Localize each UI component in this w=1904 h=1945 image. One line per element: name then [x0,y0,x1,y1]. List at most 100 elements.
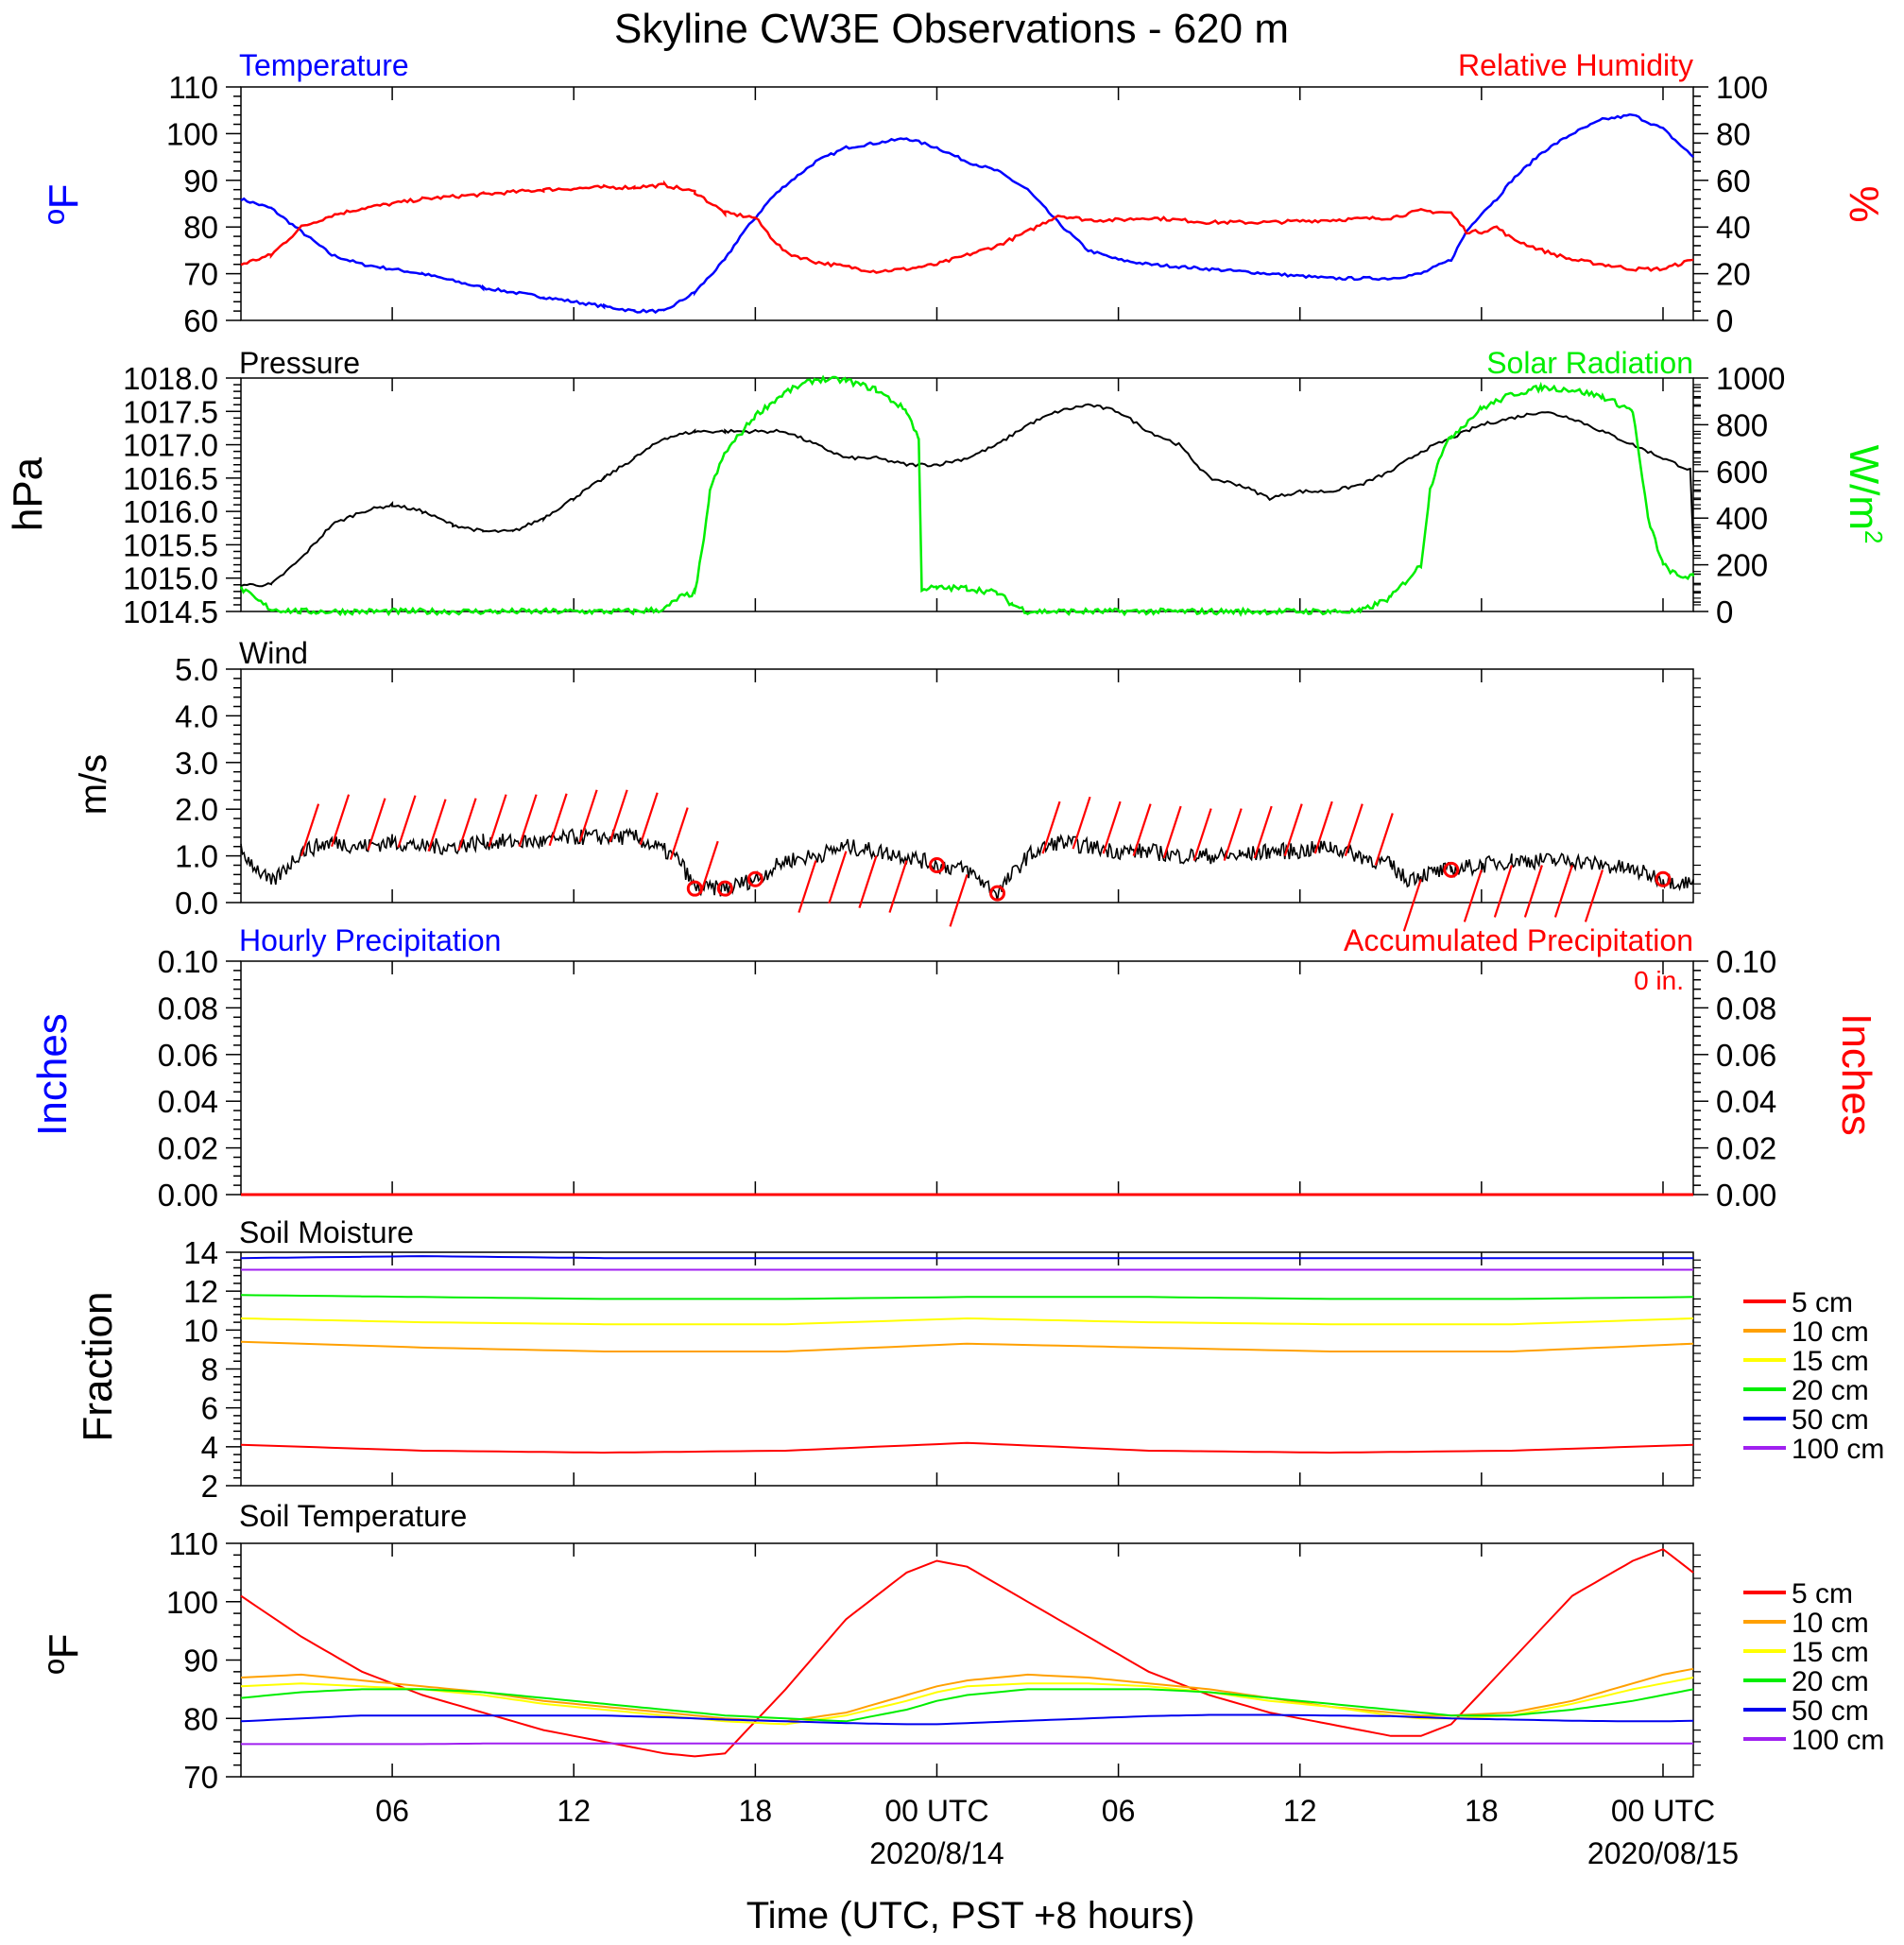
y-tick-label: 0.06 [1716,1038,1776,1073]
y-tick-label: 4 [201,1430,218,1465]
soil-moisture-line [240,1255,1693,1260]
soil-temperature-line [240,1548,1694,1758]
pressure-title: Pressure [239,346,360,380]
wind-barb [331,794,351,848]
y-tick-label: 0 [1716,594,1733,629]
soil-temperature-line [240,1677,1694,1726]
y-tick-label: 0.02 [158,1131,218,1166]
y-tick-label: 110 [168,1526,218,1561]
y-tick-label: 0 [1716,303,1733,338]
y-tick-label: 100 [1716,70,1768,105]
y-tick-label: 1016.0 [123,494,218,529]
legend-label: 15 cm [1792,1346,1869,1377]
panel-frame [240,960,1694,1196]
time-axis-title: Time (UTC, PST +8 hours) [746,1895,1195,1936]
calm-wind-marker [928,856,945,873]
wind-barb [300,803,320,856]
legend-label: 5 cm [1792,1578,1853,1609]
humidity-axis-label: % [1841,185,1887,222]
y-tick-label: 10 [183,1313,218,1348]
y-tick-label: 2.0 [175,792,218,827]
soil-moisture-line [240,1294,1694,1300]
solar-title: Solar Radiation [1486,346,1693,380]
y-tick-label: 80 [1716,116,1751,151]
wind-barb [828,851,848,904]
wind-barb [1192,808,1212,861]
wind-barb [1344,803,1364,856]
hourly-precip-axis-label: Inches [29,1013,76,1136]
y-tick-label: 80 [183,1701,218,1736]
solar-axis-label: W/m2 [1841,445,1888,544]
panel-frame [240,668,1694,904]
wind-barb [609,789,628,843]
y-tick-label: 6 [201,1391,218,1426]
y-tick-label: 600 [1716,455,1768,490]
legend-label: 50 cm [1792,1695,1869,1727]
wind-barb [1253,805,1273,859]
y-tick-label: 0.04 [1716,1084,1776,1119]
y-tick-label: 70 [183,1760,218,1795]
wind-barb [639,792,659,846]
wind-barb [1132,803,1152,856]
y-tick-label: 0.08 [1716,990,1776,1025]
x-tick-label: 12 [1283,1794,1317,1828]
y-tick-label: 20 [1716,257,1751,292]
legend-label: 50 cm [1792,1404,1869,1436]
panel-frame [240,86,1694,321]
time-axis: 06 12 18 00 UTC 06 12 18 00 UTC 2020/8/14 2020/08… [375,1794,1739,1870]
wind-barb [367,798,386,852]
y-tick-label: 12 [183,1274,218,1309]
y-tick-label: 100 [166,1585,218,1620]
x-tick-label: 06 [375,1794,409,1828]
wind-barb [1102,800,1122,854]
calm-wind-marker [1655,870,1672,887]
soil-temperature-series [240,1548,1694,1758]
pressure-solar-series [239,374,1695,617]
pressure-solar-axes: 1014.51015.01015.51016.01016.51017.01017… [123,361,1785,629]
legend-label: 10 cm [1792,1317,1869,1348]
x-date-label: 2020/8/14 [869,1836,1003,1870]
wind-barb [1584,869,1604,922]
y-tick-label: 1000 [1716,361,1785,396]
y-tick-label: 3.0 [175,746,218,781]
temperature-humidity-axes: 60 70 80 90 100 110 0 20 40 60 80 100 [166,70,1768,338]
temperature-title: Temperature [239,48,409,82]
wind-barb [858,855,878,908]
legend-label: 20 cm [1792,1666,1869,1697]
y-tick-label: 0.04 [158,1084,218,1119]
soil-moisture-line [240,1317,1694,1326]
wind-barb [1041,800,1061,854]
legend-label: 100 cm [1792,1434,1884,1465]
x-tick-label: 00 UTC [1611,1794,1715,1828]
accum-precip-axis-label: Inches [1833,1013,1879,1136]
x-tick-label: 12 [557,1794,591,1828]
y-tick-label: 60 [183,303,218,338]
wind-barb [457,798,477,852]
wind-series [240,789,1694,932]
wind-panel: Wind 0.0 1.0 2.0 3.0 4.0 5.0 m/s [73,636,1701,932]
x-tick-label: 18 [1465,1794,1499,1828]
solar-line [239,374,1695,617]
panel-frame [240,377,1694,612]
wind-barb [1072,796,1091,850]
wind-barb [1523,865,1543,918]
wind-barb [1374,813,1394,866]
pressure-line [240,403,1694,588]
x-tick-label: 06 [1102,1794,1136,1828]
calm-wind-marker [686,880,703,897]
y-tick-label: 0.10 [1716,944,1776,979]
soil-temperature-panel: Soil Temperature 70 80 90 100 110 ºF 5 cm10 … [41,1499,1884,1795]
y-tick-label: 90 [183,164,218,198]
y-tick-label: 0.02 [1716,1131,1776,1166]
y-tick-label: 0.0 [175,886,218,921]
y-tick-label: 4.0 [175,698,218,733]
temperature-line [240,112,1694,315]
temperature-axis-label: ºF [41,184,87,225]
y-tick-label: 100 [166,116,218,151]
y-tick-label: 80 [183,210,218,245]
wind-barb [699,840,719,894]
wind-barb [1402,878,1422,932]
y-tick-label: 2 [201,1469,218,1504]
